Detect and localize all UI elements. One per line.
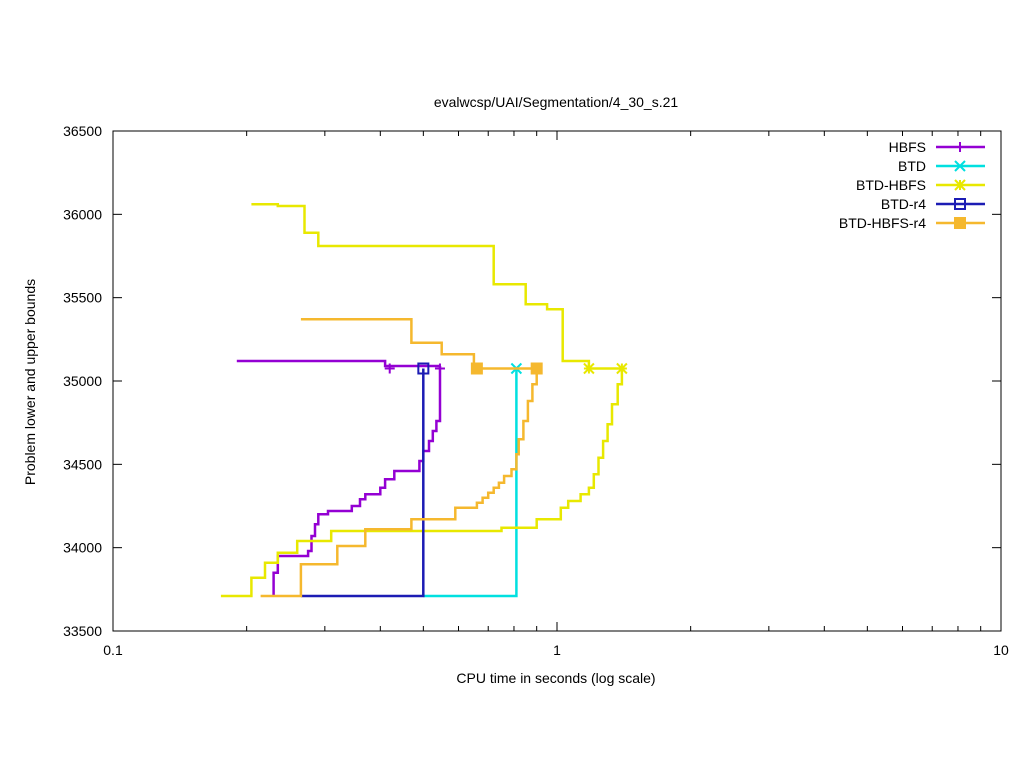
series-upper-bound-line	[251, 203, 622, 370]
y-tick-label: 36000	[63, 206, 102, 222]
legend: HBFS BTD BTD-HBFS BTD-r4 BTD-HBFS-r4	[839, 139, 985, 231]
series-btd-hbfs-r4	[260, 318, 543, 598]
y-tick-label: 36500	[63, 123, 102, 139]
axis-ticks: 33500 34000 34500 35000 35500 36000 36500 0.1 1 1…	[63, 123, 1009, 658]
legend-item: BTD-r4	[881, 196, 985, 212]
y-tick-label: 34500	[63, 456, 102, 472]
legend-label: BTD-HBFS	[856, 177, 926, 193]
series-marker	[954, 160, 966, 172]
x-tick-label: 1	[553, 642, 561, 658]
legend-label: HBFS	[889, 139, 926, 155]
y-tick-label: 34000	[63, 540, 102, 556]
series-lower-bound-line	[220, 368, 624, 598]
series-marker	[470, 362, 483, 375]
series-upper-bound-line	[236, 359, 440, 368]
series-marker	[530, 362, 543, 375]
series-lower-bound-line	[423, 368, 518, 598]
series-marker	[583, 362, 595, 375]
legend-item: BTD	[898, 158, 985, 174]
series-btd	[423, 362, 523, 598]
y-tick-label: 33500	[63, 623, 102, 639]
series-marker	[384, 363, 395, 374]
plot-frame	[112, 130, 1002, 632]
series-btd-r4	[300, 362, 430, 598]
series-marker	[954, 179, 966, 191]
legend-item: BTD-HBFS-r4	[839, 215, 985, 231]
series-hbfs	[236, 359, 445, 596]
legend-item: BTD-HBFS	[856, 177, 985, 193]
x-tick-label: 10	[993, 642, 1009, 658]
y-tick-label: 35500	[63, 290, 102, 306]
series-lower-bound-line	[300, 368, 425, 598]
chart-title: evalwcsp/UAI/Segmentation/4_30_s.21	[434, 94, 679, 110]
legend-label: BTD-HBFS-r4	[839, 215, 926, 231]
legend-label: BTD-r4	[881, 196, 926, 212]
series-btd-hbfs	[220, 203, 628, 598]
series-marker	[955, 142, 965, 152]
x-axis-label: CPU time in seconds (log scale)	[456, 670, 655, 686]
series-lower-bound-line	[272, 366, 442, 596]
series-marker	[954, 217, 966, 229]
y-axis-label: Problem lower and upper bounds	[22, 279, 38, 485]
series-marker	[417, 362, 430, 375]
series-marker	[616, 362, 628, 375]
y-tick-label: 35000	[63, 373, 102, 389]
series-marker	[434, 363, 445, 374]
x-tick-label: 0.1	[103, 642, 123, 658]
series-lower-bound-line	[260, 368, 538, 598]
legend-label: BTD	[898, 158, 926, 174]
series-marker	[954, 198, 966, 210]
legend-item: HBFS	[889, 139, 985, 155]
series-layer	[220, 203, 628, 598]
